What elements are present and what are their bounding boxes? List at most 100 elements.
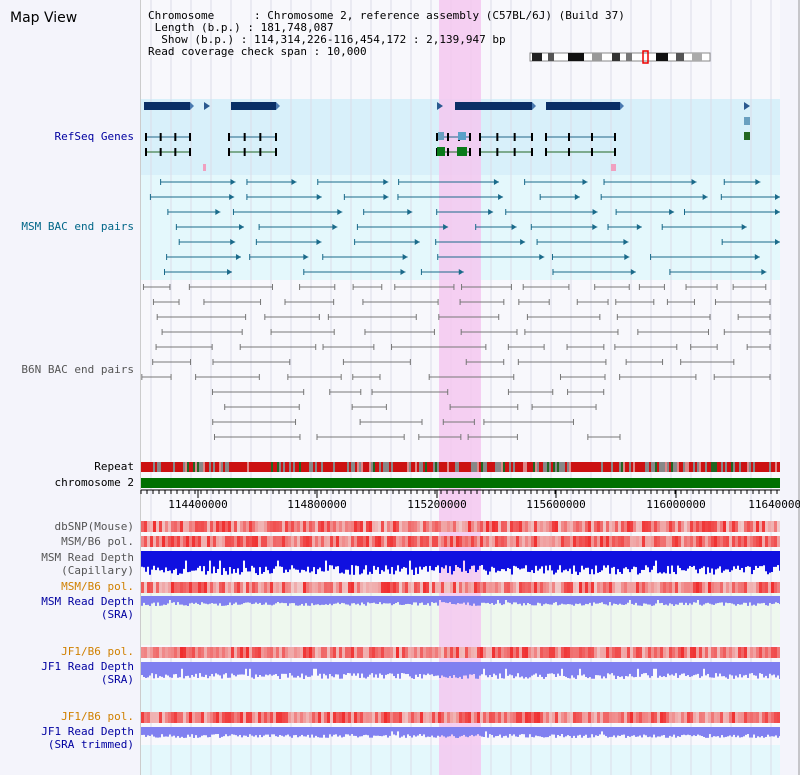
track-label-jf1-depth-trim-1[interactable]: JF1 Read Depth [41, 725, 134, 738]
read-depth-bar [371, 551, 373, 574]
track-label-jf1-b6-pol-1[interactable]: JF1/B6 pol. [61, 645, 134, 658]
read-depth-bar [755, 727, 757, 738]
polymorphism-cell [429, 712, 432, 723]
polymorphism-cell [504, 521, 507, 532]
polymorphism-cell [333, 536, 336, 547]
polymorphism-cell [483, 647, 486, 658]
chromosome-value: Chromosome 2, reference assembly (C57BL/… [267, 9, 625, 22]
track-label-jf1-b6-pol-2[interactable]: JF1/B6 pol. [61, 710, 134, 723]
read-depth-bar [537, 596, 539, 603]
read-depth-bar [171, 551, 173, 574]
polymorphism-cell [630, 712, 633, 723]
polymorphism-cell [597, 521, 600, 532]
read-depth-bar [607, 662, 609, 674]
polymorphism-cell [429, 582, 432, 593]
read-depth-bar [281, 662, 283, 674]
track-label-b6n-bac[interactable]: B6N BAC end pairs [21, 363, 134, 376]
read-depth-bar [441, 727, 443, 736]
polymorphism-cell [543, 521, 546, 532]
read-depth-bar [533, 551, 535, 574]
read-depth-bar [743, 662, 745, 676]
track-label-msm-depth-cap-1[interactable]: MSM Read Depth [41, 551, 134, 564]
polymorphism-cell [279, 647, 282, 658]
read-depth-bar [353, 596, 355, 604]
read-depth-bar [423, 727, 425, 735]
read-depth-bar [389, 551, 391, 574]
polymorphism-cell [240, 521, 243, 532]
read-depth-bar [271, 662, 273, 676]
track-label-repeat[interactable]: Repeat [94, 460, 134, 473]
track-label-dbsnp[interactable]: dbSNP(Mouse) [54, 520, 134, 533]
polymorphism-cell [225, 647, 228, 658]
polymorphism-cell [309, 647, 312, 658]
repeat-segment [283, 462, 285, 472]
read-depth-bar [225, 662, 227, 674]
read-depth-bar [575, 551, 577, 572]
track-label-msm-bac[interactable]: MSM BAC end pairs [21, 220, 134, 233]
repeat-segment [705, 462, 707, 472]
bac-end-arrow [407, 209, 413, 215]
read-depth-bar [681, 662, 683, 674]
polymorphism-cell [594, 536, 597, 547]
coverage-key: Read coverage check span [148, 45, 307, 58]
polymorphism-cell [246, 647, 249, 658]
read-depth-bar [275, 596, 277, 604]
read-depth-bar [405, 551, 407, 568]
track-label-refseq[interactable]: RefSeq Genes [54, 130, 134, 143]
polymorphism-cell [219, 712, 222, 723]
read-depth-bar [471, 727, 473, 735]
read-depth-bar [393, 551, 395, 575]
track-label-msm-b6-pol-2[interactable]: MSM/B6 pol. [61, 580, 134, 593]
read-depth-bar [399, 662, 401, 679]
polymorphism-cell [465, 521, 468, 532]
polymorphism-cell [192, 582, 195, 593]
polymorphism-cell [609, 647, 612, 658]
read-depth-bar [299, 727, 301, 737]
read-depth-bar [333, 662, 335, 678]
polymorphism-cell [303, 582, 306, 593]
repeat-segment [711, 462, 713, 472]
read-depth-bar [429, 727, 431, 737]
read-depth-bar [633, 662, 635, 678]
track-label-jf1-depth-sra-1[interactable]: JF1 Read Depth [41, 660, 134, 673]
polymorphism-cell [141, 582, 144, 593]
repeat-segment [769, 462, 771, 472]
read-depth-bar [529, 596, 531, 605]
read-depth-bar [227, 551, 229, 575]
read-depth-bar [517, 662, 519, 674]
read-depth-bar [617, 662, 619, 676]
repeat-segment [697, 462, 699, 472]
polymorphism-cell [621, 647, 624, 658]
read-depth-bar [223, 662, 225, 675]
polymorphism-cell [468, 712, 471, 723]
polymorphism-cell [615, 582, 618, 593]
repeat-segment [163, 462, 165, 472]
read-depth-bar [257, 596, 259, 604]
track-label-msm-depth-sra-1[interactable]: MSM Read Depth [41, 595, 134, 608]
read-depth-bar [661, 551, 663, 574]
read-depth-bar [405, 727, 407, 738]
repeat-segment [381, 462, 383, 472]
repeat-segment [169, 462, 171, 472]
bac-end-arrow [488, 209, 494, 215]
track-label-msm-b6-pol-1[interactable]: MSM/B6 pol. [61, 535, 134, 548]
polymorphism-cell [300, 712, 303, 723]
repeat-segment [755, 462, 757, 472]
read-depth-bar [145, 727, 147, 737]
repeat-segment [345, 462, 347, 472]
polymorphism-cell [405, 647, 408, 658]
read-depth-bar [685, 551, 687, 571]
read-depth-bar [255, 551, 257, 574]
polymorphism-cell [600, 582, 603, 593]
read-depth-bar [601, 551, 603, 571]
exon-mark [479, 148, 481, 156]
read-depth-bar [455, 596, 457, 605]
repeat-segment [699, 462, 701, 472]
polymorphism-cell [681, 647, 684, 658]
polymorphism-cell [477, 712, 480, 723]
read-depth-bar [323, 662, 325, 674]
polymorphism-cell [729, 582, 732, 593]
polymorphism-cell [342, 582, 345, 593]
bac-end-arrow [414, 239, 420, 245]
